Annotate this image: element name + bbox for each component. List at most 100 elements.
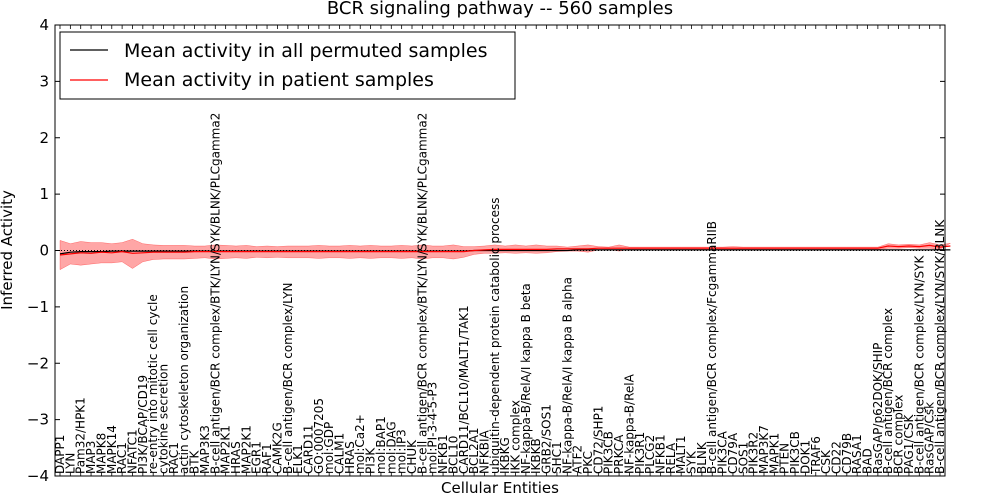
x-axis-label: Cellular Entities xyxy=(441,479,559,497)
x-tick-label: Pam32/HPK1 xyxy=(74,397,88,474)
x-tick-label: PI3K xyxy=(364,447,378,474)
x-tick-label: RELA xyxy=(664,442,678,474)
x-tick-label: CARD11/BCL10/MALT1/TAK1 xyxy=(457,305,471,474)
legend-label-permuted: Mean activity in all permuted samples xyxy=(124,40,487,62)
patient-activity-band xyxy=(59,238,951,271)
x-tick-label: mol:GDP xyxy=(322,422,336,474)
x-tick-label: CSK xyxy=(819,449,833,474)
x-tick-label: MAPK1 xyxy=(767,433,781,474)
x-tick-label: IKBKG xyxy=(498,437,512,474)
x-tick-label: MAP3K7 xyxy=(757,425,771,474)
x-tick-label: PRKCA xyxy=(612,434,626,474)
x-tick-label: RasGAP/Csk xyxy=(923,402,937,474)
y-tick-label: 0 xyxy=(39,242,49,260)
x-tick-label: CHUK xyxy=(405,439,419,474)
x-tick-label: BCL2A1 xyxy=(467,427,481,474)
legend-box xyxy=(59,31,516,100)
x-tick-label: LYN xyxy=(63,453,77,474)
x-tick-label: B-cell antigen/BCR complex/LYN xyxy=(281,282,295,474)
x-tick-label: MAP2K1 xyxy=(219,425,233,474)
x-tick-label: HRAS xyxy=(229,441,243,474)
x-tick-label: B-cell antigen/BCR complex xyxy=(881,308,895,474)
x-tick-label: B-cell antigen/BCR complex/LYN/SYK/BLNK xyxy=(933,219,947,474)
x-tick-label: SHC1 xyxy=(550,441,564,474)
y-tick-label: 1 xyxy=(39,185,49,203)
x-tick-label: BAD xyxy=(861,448,875,474)
axes: −4 −3 −2 −1 0 1 2 3 4 xyxy=(27,16,945,485)
x-tick-label: BLNK xyxy=(695,441,709,474)
x-tick-label: CD72/SHP1 xyxy=(591,406,605,474)
x-tick-label: mol:BAP1 xyxy=(374,416,388,474)
x-tick-label: B-cell antigen/BCR complex/BTK/LYN/SYK/B… xyxy=(208,113,222,474)
chart-title: BCR signaling pathway -- 560 samples xyxy=(327,0,673,19)
x-tick-label: PKC xyxy=(581,451,595,474)
x-tick-label: DAPP1 xyxy=(53,435,67,474)
x-tick-label: B-cell antigen/BCR complex/FcgammaRIIB xyxy=(705,221,719,474)
x-tick-label: mol:Ca2+ xyxy=(353,414,367,474)
x-tick-label: MAP2K1 xyxy=(239,425,253,474)
x-tick-label: PAG1/CSK xyxy=(902,414,916,474)
x-tick-label: NFKBIA xyxy=(478,429,492,474)
x-tick-label: B-cell antigen/BCR complex/BTK/LYN/SYK/B… xyxy=(415,113,429,474)
plot-area xyxy=(55,238,951,271)
x-tick-label: RAF1 xyxy=(260,443,274,474)
x-tick-label: ELK1 xyxy=(291,444,305,474)
x-tick-label: IKK complex xyxy=(509,400,523,474)
x-tick-label: EGR1 xyxy=(250,441,264,474)
x-tick-label: GRB2/SOS1 xyxy=(540,404,554,474)
y-tick-label: −4 xyxy=(27,467,49,485)
y-tick-label: 3 xyxy=(39,72,49,90)
x-tick-label: CD22 xyxy=(830,441,844,474)
x-tick-label: re-entry into mitotic cell cycle xyxy=(146,294,160,474)
x-tick-label: NFATC1 xyxy=(126,429,140,474)
x-tick-label: DOK1 xyxy=(798,440,812,474)
x-tick-label: CALM1 xyxy=(333,433,347,474)
x-tick-label: BCR complex xyxy=(892,395,906,474)
x-tick-label: MAP3K3 xyxy=(198,425,212,474)
x-tick-label: ubiquitin-dependent protein catabolic pr… xyxy=(488,198,502,474)
x-tick-label: PLCG2 xyxy=(643,435,657,474)
x-tick-label: MAPK14 xyxy=(105,425,119,474)
x-tick-label: mol:IP3 xyxy=(395,429,409,474)
x-tick-label: PIK3CB xyxy=(602,431,616,474)
x-tick-label: NFKB1 xyxy=(654,434,668,474)
x-tick-label: TRAF6 xyxy=(809,436,823,475)
x-tick-label: PIK3CB xyxy=(788,431,802,474)
x-tick-label: GO:0007205 xyxy=(312,398,326,474)
x-tick-label: NF-kappa-B/RelA xyxy=(622,373,636,474)
legend: Mean activity in all permuted samples Me… xyxy=(59,31,516,100)
y-tick-label: −2 xyxy=(27,354,49,372)
y-axis-label: Inferred Activity xyxy=(0,190,16,310)
x-tick-label: HRAS xyxy=(343,441,357,474)
x-tick-label: B-cell antigen/BCR complex/LYN/SYK xyxy=(912,254,926,474)
x-tick-label: RasGAP/p62DOK/SHIP xyxy=(871,343,885,474)
x-tick-label: RASA1 xyxy=(850,434,864,474)
x-tick-label: SYK xyxy=(685,450,699,474)
x-tick-label: cytokine secretion xyxy=(157,364,171,474)
x-tick-label: actin cytoskeleton organization xyxy=(177,286,191,474)
x-tick-label: BCL10 xyxy=(446,436,460,474)
x-tick-label: CAMK2G xyxy=(270,422,284,474)
y-tick-label: −1 xyxy=(27,298,49,316)
x-tick-label: NFKB1 xyxy=(436,434,450,474)
x-tick-label: RAC1 xyxy=(115,442,129,474)
x-tick-label: RAC1 xyxy=(167,442,181,474)
x-tick-label: BTK xyxy=(188,449,202,474)
legend-label-patient: Mean activity in patient samples xyxy=(124,69,434,91)
x-tick-label: CD79A xyxy=(726,432,740,474)
x-tick-label: PIK3R2 xyxy=(747,432,761,474)
y-tick-label: 4 xyxy=(39,16,49,34)
x-tick-label: mol:PI-3-4-5-P3 xyxy=(426,382,440,474)
x-tick-label: MAPK8 xyxy=(94,433,108,474)
x-tick-label: NF-kappa-B/RelA/I kappa B beta xyxy=(519,283,533,474)
x-tick-label: IKBKB xyxy=(529,438,543,474)
x-tick-label: NF-kappa-B/RelA/I kappa B alpha xyxy=(560,277,574,474)
x-tick-labels: DAPP1LYNPam32/HPK1MAP3MAPK8MAPK14RAC1NFA… xyxy=(53,113,947,475)
x-tick-label: ATF2 xyxy=(571,445,585,474)
x-tick-label: PI3K/BCAP/CD19 xyxy=(136,375,150,474)
x-tick-label: PIK3CA xyxy=(716,430,730,474)
x-tick-label: CARD11 xyxy=(302,425,316,474)
x-tick-label: MALT1 xyxy=(674,435,688,474)
x-tick-label: PIK3R1 xyxy=(633,432,647,474)
